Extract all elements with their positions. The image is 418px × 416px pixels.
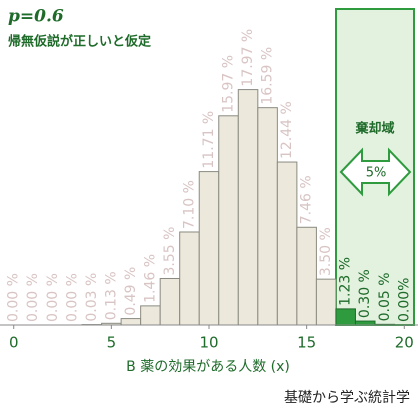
bar — [315, 278, 337, 326]
x-tick-label: 0 — [9, 334, 19, 352]
x-tick-label: 10 — [199, 334, 218, 352]
chart-subtitle: 帰無仮説が正しいと仮定 — [8, 34, 151, 50]
value-label: 7.46 % — [299, 175, 315, 224]
bar — [257, 107, 278, 326]
bar — [335, 308, 356, 326]
chart-title: p=0.6 — [8, 7, 64, 27]
value-label: 12.44 % — [279, 101, 295, 159]
x-tick-label: 15 — [297, 334, 316, 352]
value-label: 0.30 % — [357, 269, 373, 318]
bar — [296, 226, 317, 326]
value-label: 0.49 % — [123, 267, 139, 316]
value-label: 0.03 % — [84, 273, 100, 322]
value-label: 3.50 % — [318, 227, 334, 276]
value-label: 0.00 % — [6, 273, 22, 322]
bar — [159, 277, 181, 326]
double-arrow — [339, 147, 412, 197]
bar — [140, 305, 161, 326]
value-label: 15.97 % — [221, 55, 237, 113]
x-tick-label: 20 — [395, 334, 414, 352]
value-label: 0.00 % — [45, 273, 61, 322]
value-label: 0.05 % — [377, 272, 393, 321]
bar — [354, 320, 376, 326]
value-label: 17.97 % — [240, 29, 256, 87]
value-label: 16.59 % — [260, 47, 276, 105]
region-label: 棄却域 — [354, 121, 394, 137]
bar — [120, 318, 142, 326]
value-label: 0.13 % — [103, 271, 119, 320]
value-label: 0.00 % — [64, 273, 80, 322]
value-label: 3.55 % — [162, 227, 178, 276]
value-label: 7.10 % — [181, 180, 197, 229]
value-label: 1.23 % — [338, 257, 354, 306]
x-tick-label: 5 — [107, 334, 117, 352]
bar — [179, 231, 200, 326]
footer: 基礎から学ぶ統計学 — [284, 389, 410, 406]
bar — [198, 171, 220, 326]
bar — [237, 89, 259, 326]
bar — [218, 115, 239, 326]
value-label: 11.71 % — [201, 111, 217, 169]
value-label: 0.00% — [396, 278, 412, 322]
value-label: 0.00 % — [25, 273, 41, 322]
region-value: 5% — [366, 166, 387, 181]
bar — [276, 161, 298, 326]
value-label: 1.46 % — [142, 254, 158, 303]
x-axis-label: B 薬の効果がある人数 (x) — [126, 359, 290, 375]
